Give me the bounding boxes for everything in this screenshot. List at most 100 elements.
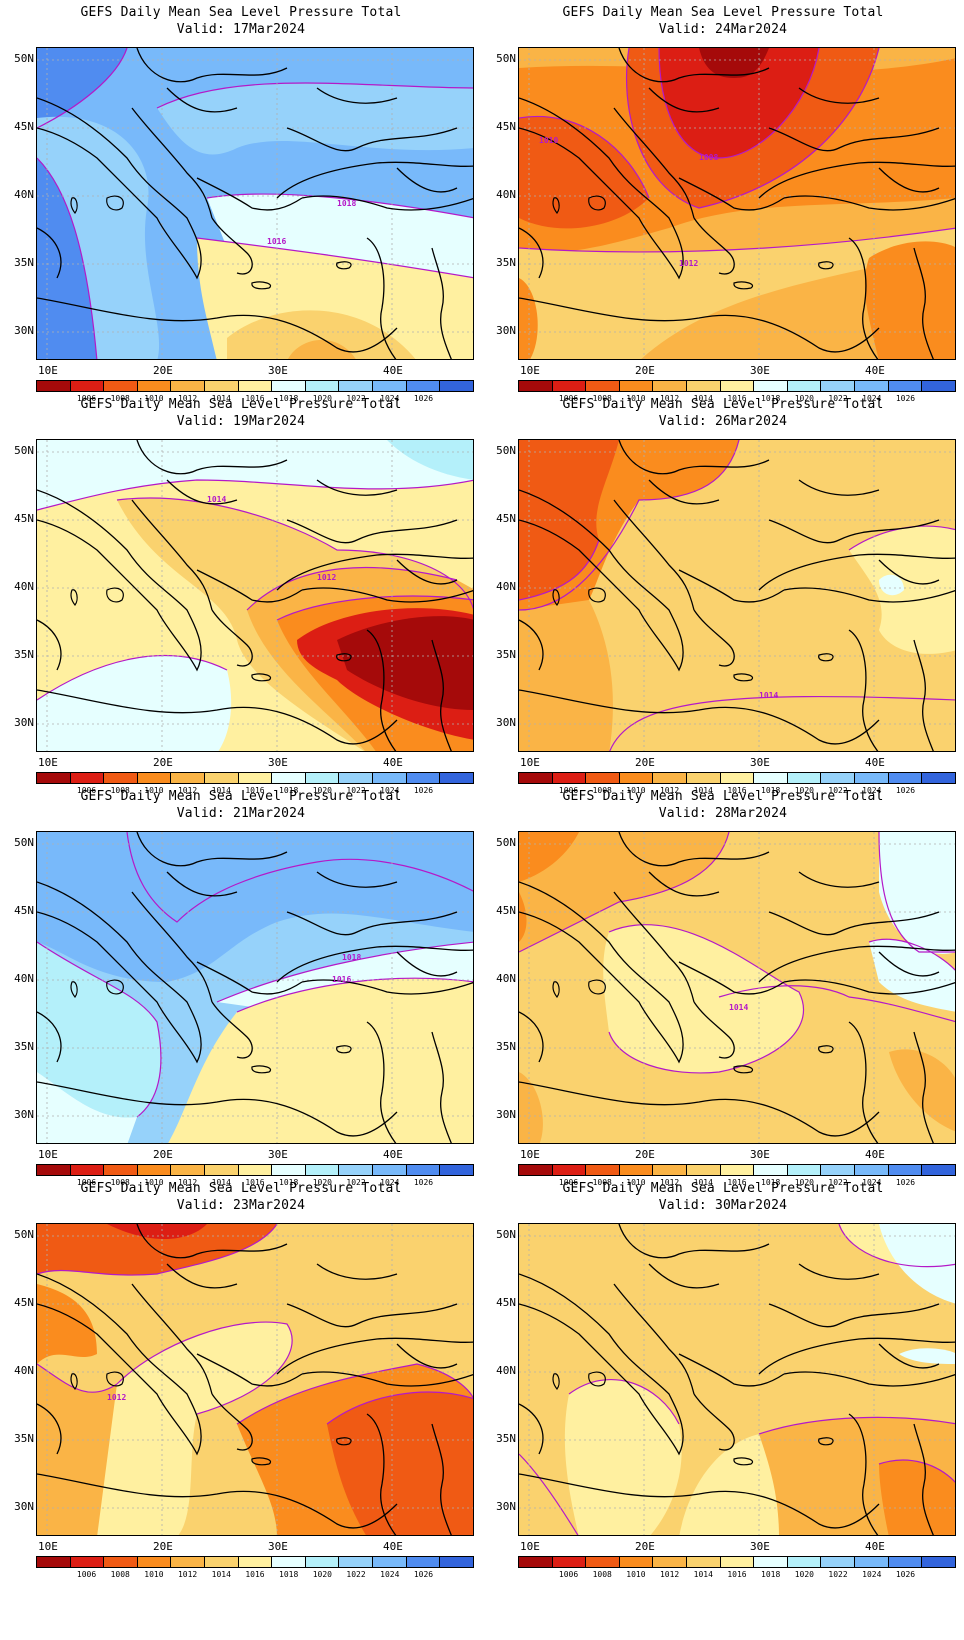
colorbar-swatch xyxy=(70,381,105,391)
colorbar-tick-label: 1014 xyxy=(211,786,231,795)
colorbar-tick-label: 1008 xyxy=(110,786,130,795)
pressure-fill xyxy=(519,1072,543,1143)
pressure-fill xyxy=(519,832,579,882)
colorbar-tick-label: 1012 xyxy=(177,1178,198,1187)
colorbar-tick-label: 1008 xyxy=(592,1570,612,1579)
island xyxy=(588,587,606,603)
coastline xyxy=(519,881,684,1064)
isobar-label: 1018 xyxy=(342,953,361,962)
coastline xyxy=(196,961,303,995)
coastline xyxy=(678,961,785,995)
lon-label: 30E xyxy=(750,1540,770,1553)
coastline xyxy=(396,167,458,193)
isobar-line xyxy=(236,977,473,1013)
pressure-fill xyxy=(519,228,955,359)
colorbar-tick-label: 1022 xyxy=(346,1570,366,1579)
colorbar-swatch xyxy=(720,1557,755,1567)
colorbar-swatch xyxy=(586,381,620,391)
lat-label: 35N xyxy=(14,1432,34,1445)
isobar-label: 1014 xyxy=(207,495,226,504)
coastline xyxy=(878,1343,940,1369)
panel-title: GEFS Daily Mean Sea Level Pressure Total xyxy=(562,789,884,804)
coastline xyxy=(37,227,62,279)
island xyxy=(818,1437,834,1446)
lat-label: 35N xyxy=(496,648,516,661)
colorbar-tick-label: 1022 xyxy=(346,394,366,403)
coastline xyxy=(276,553,473,591)
island xyxy=(818,1045,834,1054)
colorbar-swatch xyxy=(888,381,923,391)
colorbar-swatch xyxy=(586,1165,620,1175)
colorbar-tick-label: 1022 xyxy=(828,786,848,795)
coastline xyxy=(783,195,955,211)
pressure-fill xyxy=(864,241,955,359)
coastline xyxy=(286,911,458,936)
coastline xyxy=(519,297,880,353)
lat-label: 30N xyxy=(496,324,516,337)
colorbar-swatch xyxy=(687,1165,721,1175)
colorbar-tick-label: 1026 xyxy=(895,1178,916,1187)
lon-label: 40E xyxy=(383,1540,403,1553)
lon-label: 30E xyxy=(750,756,770,769)
lon-label: 20E xyxy=(153,1540,173,1553)
colorbar-tick-label: 1016 xyxy=(245,1570,265,1579)
colorbar-swatch xyxy=(339,381,374,391)
colorbar-swatch xyxy=(205,1557,239,1567)
island xyxy=(336,1045,352,1054)
lat-label: 40N xyxy=(496,188,516,201)
colorbar-tick-label: 1012 xyxy=(177,1570,198,1579)
isobar-line xyxy=(758,1416,955,1435)
isobar-line xyxy=(206,193,473,219)
colorbar-tick-label: 1012 xyxy=(659,1570,680,1579)
colorbar-swatch xyxy=(619,773,654,783)
colorbar-tick-label: 1010 xyxy=(626,786,646,795)
colorbar-tick-label: 1010 xyxy=(144,1178,164,1187)
pressure-fill xyxy=(387,440,473,480)
colorbar-swatch xyxy=(440,1165,473,1175)
colorbar-swatch xyxy=(205,381,239,391)
colorbar-swatch xyxy=(754,1165,788,1175)
pressure-fill xyxy=(519,892,527,942)
lon-label: 10E xyxy=(520,756,540,769)
colorbar-swatch xyxy=(440,773,473,783)
coastline xyxy=(678,177,785,211)
coastline xyxy=(396,1343,458,1369)
island xyxy=(588,1371,606,1387)
isobar-label: 1010 xyxy=(539,136,558,145)
map-panel: GEFS Daily Mean Sea Level Pressure Total… xyxy=(0,784,482,1194)
coastline xyxy=(768,1303,940,1328)
island xyxy=(336,1437,352,1446)
colorbar-tick-label: 1026 xyxy=(413,786,434,795)
colorbar-swatch xyxy=(922,1165,955,1175)
coastline xyxy=(618,48,770,83)
colorbar-swatch xyxy=(37,1165,71,1175)
colorbar-swatch xyxy=(720,773,755,783)
island xyxy=(588,195,606,211)
colorbar-swatch xyxy=(171,381,206,391)
valid-date: Valid: 23Mar2024 xyxy=(176,1198,306,1213)
panel-title: GEFS Daily Mean Sea Level Pressure Total xyxy=(80,397,402,412)
colorbar-tick-label: 1026 xyxy=(413,394,434,403)
coastline xyxy=(211,1001,253,1059)
colorbar-swatch xyxy=(922,381,955,391)
island xyxy=(106,587,124,603)
lat-label: 50N xyxy=(496,836,516,849)
lon-label: 40E xyxy=(865,1540,885,1553)
valid-date: Valid: 17Mar2024 xyxy=(176,22,306,37)
pressure-fill xyxy=(97,1322,293,1535)
colorbar-tick-label: 1008 xyxy=(110,1178,130,1187)
colorbar-tick-label: 1024 xyxy=(380,1178,400,1187)
coastline xyxy=(798,87,880,104)
colorbar xyxy=(36,1164,474,1176)
pressure-fill xyxy=(227,310,416,359)
coastline xyxy=(366,237,397,359)
colorbar-swatch xyxy=(821,773,856,783)
colorbar-swatch xyxy=(519,1165,553,1175)
colorbar-tick-label: 1020 xyxy=(312,1178,332,1187)
isobar-label: 1016 xyxy=(267,237,286,246)
coastline xyxy=(286,1303,458,1328)
colorbar-swatch xyxy=(821,1557,856,1567)
coastline xyxy=(613,499,695,611)
coastline xyxy=(693,609,735,667)
coastline xyxy=(136,832,288,867)
